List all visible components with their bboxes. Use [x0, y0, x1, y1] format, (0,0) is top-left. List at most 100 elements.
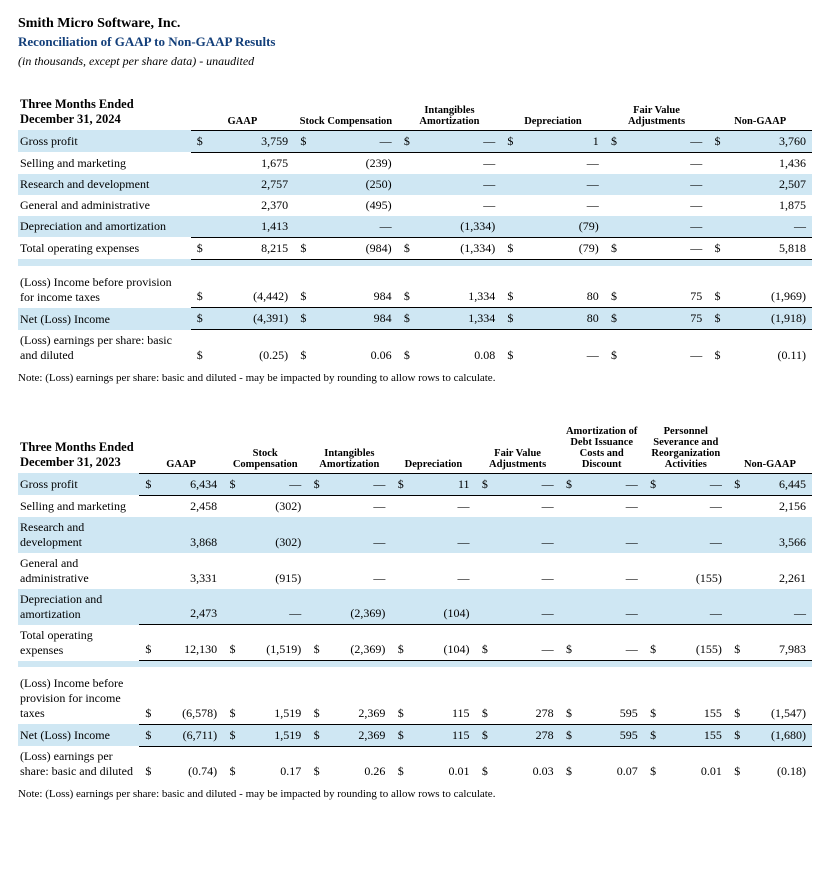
- row-label: (Loss) Income before provision for incom…: [18, 272, 191, 308]
- column-header: Fair Value Adjustments: [605, 95, 709, 130]
- cell-value: 2,369: [322, 589, 392, 625]
- cell-value: —: [322, 495, 392, 517]
- cell-value: —: [406, 553, 476, 589]
- row-label: General and administrative: [18, 553, 139, 589]
- row-label: Gross profit: [18, 130, 191, 152]
- cell-value: 75: [619, 272, 708, 308]
- cell-value: —: [619, 174, 708, 195]
- cell-value: 12,130: [153, 625, 223, 661]
- currency-symbol: [191, 195, 205, 216]
- cell-value: 6,434: [153, 473, 223, 495]
- cell-value: —: [574, 625, 644, 661]
- currency-symbol: $: [307, 746, 321, 782]
- cell-value: 3,760: [723, 130, 813, 152]
- currency-symbol: [223, 495, 237, 517]
- cell-value: —: [723, 216, 813, 238]
- currency-symbol: $: [398, 330, 412, 366]
- row-label: (Loss) earnings per share: basic and dil…: [18, 746, 139, 782]
- cell-value: 80: [515, 272, 604, 308]
- currency-symbol: [398, 195, 412, 216]
- currency-symbol: $: [560, 473, 574, 495]
- cell-value: —: [490, 517, 560, 553]
- currency-symbol: [501, 174, 515, 195]
- currency-symbol: $: [644, 473, 658, 495]
- row-label: Depreciation and amortization: [18, 589, 139, 625]
- currency-symbol: $: [560, 724, 574, 746]
- cell-value: 3,566: [742, 517, 812, 553]
- cell-value: —: [238, 473, 308, 495]
- currency-symbol: $: [728, 746, 742, 782]
- currency-symbol: [294, 216, 308, 238]
- currency-symbol: [139, 495, 153, 517]
- table-2023: Three Months EndedDecember 31, 2023GAAPS…: [18, 424, 812, 783]
- currency-symbol: [476, 495, 490, 517]
- cell-value: 1,519: [238, 724, 308, 746]
- currency-symbol: [223, 589, 237, 625]
- currency-symbol: [644, 553, 658, 589]
- cell-value: —: [658, 495, 728, 517]
- cell-value: 3,868: [153, 517, 223, 553]
- currency-symbol: $: [501, 130, 515, 152]
- currency-symbol: [223, 553, 237, 589]
- currency-symbol: [139, 589, 153, 625]
- currency-symbol: $: [605, 330, 619, 366]
- currency-symbol: [476, 517, 490, 553]
- cell-value: —: [658, 517, 728, 553]
- row-label: Research and development: [18, 517, 139, 553]
- row-label: Research and development: [18, 174, 191, 195]
- cell-value: 915: [238, 553, 308, 589]
- cell-value: 0.25: [205, 330, 294, 366]
- cell-value: 495: [308, 195, 397, 216]
- cell-value: 0.08: [412, 330, 501, 366]
- company-name: Smith Micro Software, Inc.: [18, 16, 812, 32]
- cell-value: 1,875: [723, 195, 813, 216]
- cell-value: 7,983: [742, 625, 812, 661]
- cell-value: 0.74: [153, 746, 223, 782]
- cell-value: 155: [658, 673, 728, 724]
- report-subtitle: Reconciliation of GAAP to Non-GAAP Resul…: [18, 34, 812, 50]
- currency-symbol: $: [605, 237, 619, 259]
- currency-symbol: $: [139, 625, 153, 661]
- row-label: Selling and marketing: [18, 152, 191, 174]
- column-header: Intangibles Amortization: [307, 424, 391, 474]
- cell-value: 2,156: [742, 495, 812, 517]
- cell-value: 155: [658, 625, 728, 661]
- currency-symbol: $: [560, 746, 574, 782]
- currency-symbol: $: [391, 673, 405, 724]
- cell-value: —: [322, 473, 392, 495]
- currency-symbol: $: [728, 473, 742, 495]
- currency-symbol: $: [501, 237, 515, 259]
- currency-symbol: $: [223, 473, 237, 495]
- currency-symbol: [605, 152, 619, 174]
- column-header: Stock Compensation: [223, 424, 307, 474]
- currency-symbol: [139, 517, 153, 553]
- currency-symbol: [560, 517, 574, 553]
- cell-value: 984: [308, 237, 397, 259]
- cell-value: 2,757: [205, 174, 294, 195]
- column-header: GAAP: [139, 424, 223, 474]
- currency-symbol: [728, 495, 742, 517]
- cell-value: —: [412, 152, 501, 174]
- currency-symbol: $: [708, 237, 722, 259]
- cell-value: 2,507: [723, 174, 813, 195]
- currency-symbol: $: [307, 625, 321, 661]
- cell-value: 104: [406, 625, 476, 661]
- currency-symbol: $: [191, 330, 205, 366]
- currency-symbol: [307, 589, 321, 625]
- currency-symbol: [560, 553, 574, 589]
- currency-symbol: [644, 589, 658, 625]
- cell-value: 3,759: [205, 130, 294, 152]
- cell-value: 2,370: [205, 195, 294, 216]
- currency-symbol: [191, 216, 205, 238]
- cell-value: —: [515, 174, 604, 195]
- cell-value: —: [658, 589, 728, 625]
- cell-value: 250: [308, 174, 397, 195]
- cell-value: 2,369: [322, 625, 392, 661]
- cell-value: —: [308, 216, 397, 238]
- currency-symbol: [391, 495, 405, 517]
- cell-value: 0.07: [574, 746, 644, 782]
- cell-value: 0.06: [308, 330, 397, 366]
- column-header: Personnel Severance and Reorganization A…: [644, 424, 728, 474]
- cell-value: 2,261: [742, 553, 812, 589]
- currency-symbol: [398, 174, 412, 195]
